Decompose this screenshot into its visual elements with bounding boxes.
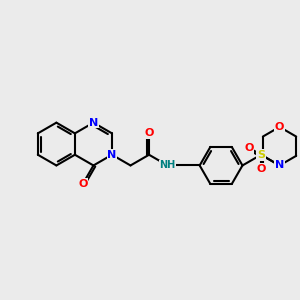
Text: NH: NH — [159, 160, 176, 170]
Text: O: O — [144, 128, 154, 138]
Text: S: S — [257, 150, 265, 160]
Text: O: O — [244, 143, 254, 153]
Text: O: O — [78, 179, 87, 189]
Text: N: N — [89, 118, 98, 128]
Text: O: O — [256, 164, 266, 174]
Text: N: N — [275, 160, 284, 170]
Text: O: O — [275, 122, 284, 132]
Text: N: N — [107, 150, 117, 160]
